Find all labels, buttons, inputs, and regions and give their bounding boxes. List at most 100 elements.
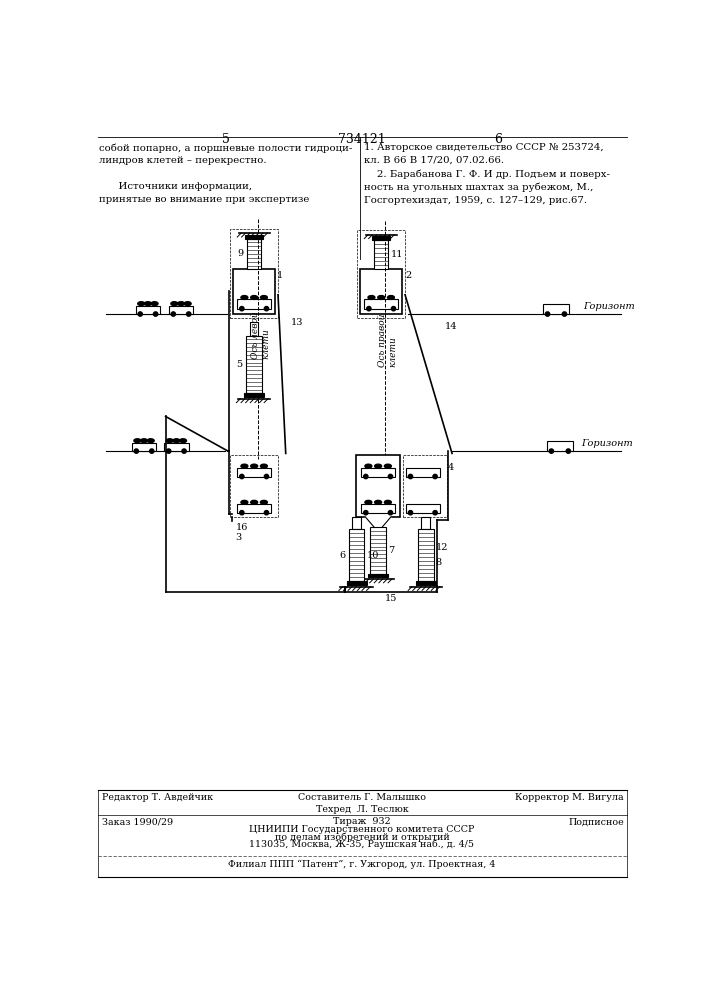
- Circle shape: [153, 312, 158, 316]
- Bar: [238, 468, 271, 477]
- Text: 6: 6: [494, 133, 502, 146]
- Bar: [368, 574, 388, 577]
- Bar: [169, 306, 193, 314]
- Circle shape: [549, 449, 554, 453]
- Text: Корректор М. Вигула: Корректор М. Вигула: [515, 793, 624, 802]
- Circle shape: [433, 511, 437, 515]
- Text: 734121: 734121: [338, 133, 386, 146]
- Ellipse shape: [387, 296, 395, 299]
- Text: 2: 2: [405, 271, 411, 280]
- Circle shape: [363, 474, 368, 479]
- Ellipse shape: [173, 439, 180, 443]
- Circle shape: [138, 312, 142, 316]
- Circle shape: [264, 306, 269, 311]
- Circle shape: [171, 312, 175, 316]
- Circle shape: [545, 312, 549, 316]
- Ellipse shape: [251, 296, 257, 299]
- Ellipse shape: [375, 464, 382, 468]
- Text: 12: 12: [436, 543, 448, 552]
- Ellipse shape: [134, 439, 141, 443]
- Bar: [238, 504, 271, 513]
- Text: Ось правой
клети: Ось правой клети: [378, 314, 397, 367]
- Ellipse shape: [180, 439, 187, 443]
- Text: 16: 16: [235, 523, 248, 532]
- Bar: [356, 455, 400, 517]
- Text: 11: 11: [390, 250, 403, 259]
- Ellipse shape: [378, 296, 385, 299]
- Ellipse shape: [365, 464, 372, 468]
- Circle shape: [566, 449, 571, 453]
- Ellipse shape: [141, 439, 148, 443]
- Circle shape: [187, 312, 191, 316]
- Ellipse shape: [151, 302, 158, 306]
- Bar: [361, 269, 402, 314]
- Text: Подписное: Подписное: [568, 818, 624, 827]
- Text: 9: 9: [238, 249, 243, 258]
- Bar: [132, 443, 156, 451]
- Text: ЦНИИПИ Государственного комитета СССР: ЦНИИПИ Государственного комитета СССР: [250, 825, 474, 834]
- Ellipse shape: [251, 464, 257, 468]
- Text: 113035, Москва, Ж-35, Раушская наб., д. 4/5: 113035, Москва, Ж-35, Раушская наб., д. …: [250, 840, 474, 849]
- Ellipse shape: [166, 439, 173, 443]
- Text: 7: 7: [388, 546, 395, 555]
- Bar: [233, 269, 275, 314]
- Bar: [406, 468, 440, 477]
- Ellipse shape: [138, 302, 145, 306]
- Ellipse shape: [241, 500, 248, 504]
- Bar: [403, 455, 448, 517]
- Bar: [247, 239, 261, 269]
- Circle shape: [264, 511, 269, 515]
- Text: 6: 6: [339, 551, 346, 560]
- Text: Горизонт: Горизонт: [581, 439, 633, 448]
- Circle shape: [240, 474, 244, 479]
- Ellipse shape: [260, 296, 267, 299]
- Text: Филиал ППП “Патент”, г. Ужгород, ул. Проектная, 4: Филиал ППП “Патент”, г. Ужгород, ул. Про…: [228, 859, 496, 869]
- Bar: [346, 581, 366, 585]
- Text: по делам изобретений и открытий: по делам изобретений и открытий: [274, 832, 450, 842]
- Ellipse shape: [385, 500, 392, 504]
- Circle shape: [409, 474, 413, 479]
- Text: Горизонт: Горизонт: [583, 302, 635, 311]
- Polygon shape: [365, 517, 391, 527]
- Text: 1. Авторское свидетельство СССР № 253724,
кл. В 66 В 17/20, 07.02.66.
    2. Бар: 1. Авторское свидетельство СССР № 253724…: [364, 143, 610, 205]
- Bar: [364, 299, 398, 309]
- Bar: [136, 306, 160, 314]
- Circle shape: [433, 474, 437, 479]
- Ellipse shape: [375, 500, 382, 504]
- Bar: [244, 393, 264, 397]
- Bar: [421, 517, 431, 529]
- Text: 3: 3: [235, 533, 242, 542]
- Ellipse shape: [171, 302, 177, 306]
- Text: Ось левой
клети: Ось левой клети: [250, 312, 270, 359]
- Ellipse shape: [241, 464, 248, 468]
- Circle shape: [562, 312, 566, 316]
- Text: Тираж  932: Тираж 932: [333, 817, 391, 826]
- Text: 5: 5: [223, 133, 230, 146]
- Text: собой попарно, а поршневые полости гидроци-
линдров клетей – перекрестно.

     : собой попарно, а поршневые полости гидро…: [100, 143, 353, 204]
- Circle shape: [388, 511, 392, 515]
- Text: 14: 14: [444, 322, 457, 331]
- Text: 15: 15: [385, 594, 397, 603]
- Bar: [418, 529, 433, 581]
- Ellipse shape: [260, 500, 267, 504]
- Text: 4: 4: [448, 463, 454, 472]
- Circle shape: [134, 449, 139, 453]
- Bar: [352, 517, 361, 529]
- Circle shape: [367, 306, 371, 311]
- Bar: [230, 455, 278, 517]
- Ellipse shape: [147, 439, 154, 443]
- Text: Составитель Г. Малышко
Техред  Л. Теслюк: Составитель Г. Малышко Техред Л. Теслюк: [298, 793, 426, 814]
- Bar: [250, 322, 258, 336]
- Circle shape: [240, 306, 244, 311]
- Bar: [230, 229, 278, 318]
- Bar: [357, 230, 405, 318]
- Circle shape: [363, 511, 368, 515]
- Ellipse shape: [185, 302, 191, 306]
- Bar: [543, 304, 569, 314]
- Ellipse shape: [365, 500, 372, 504]
- Bar: [349, 529, 364, 581]
- Bar: [245, 235, 264, 239]
- Ellipse shape: [368, 296, 375, 299]
- Ellipse shape: [251, 500, 257, 504]
- Bar: [406, 504, 440, 513]
